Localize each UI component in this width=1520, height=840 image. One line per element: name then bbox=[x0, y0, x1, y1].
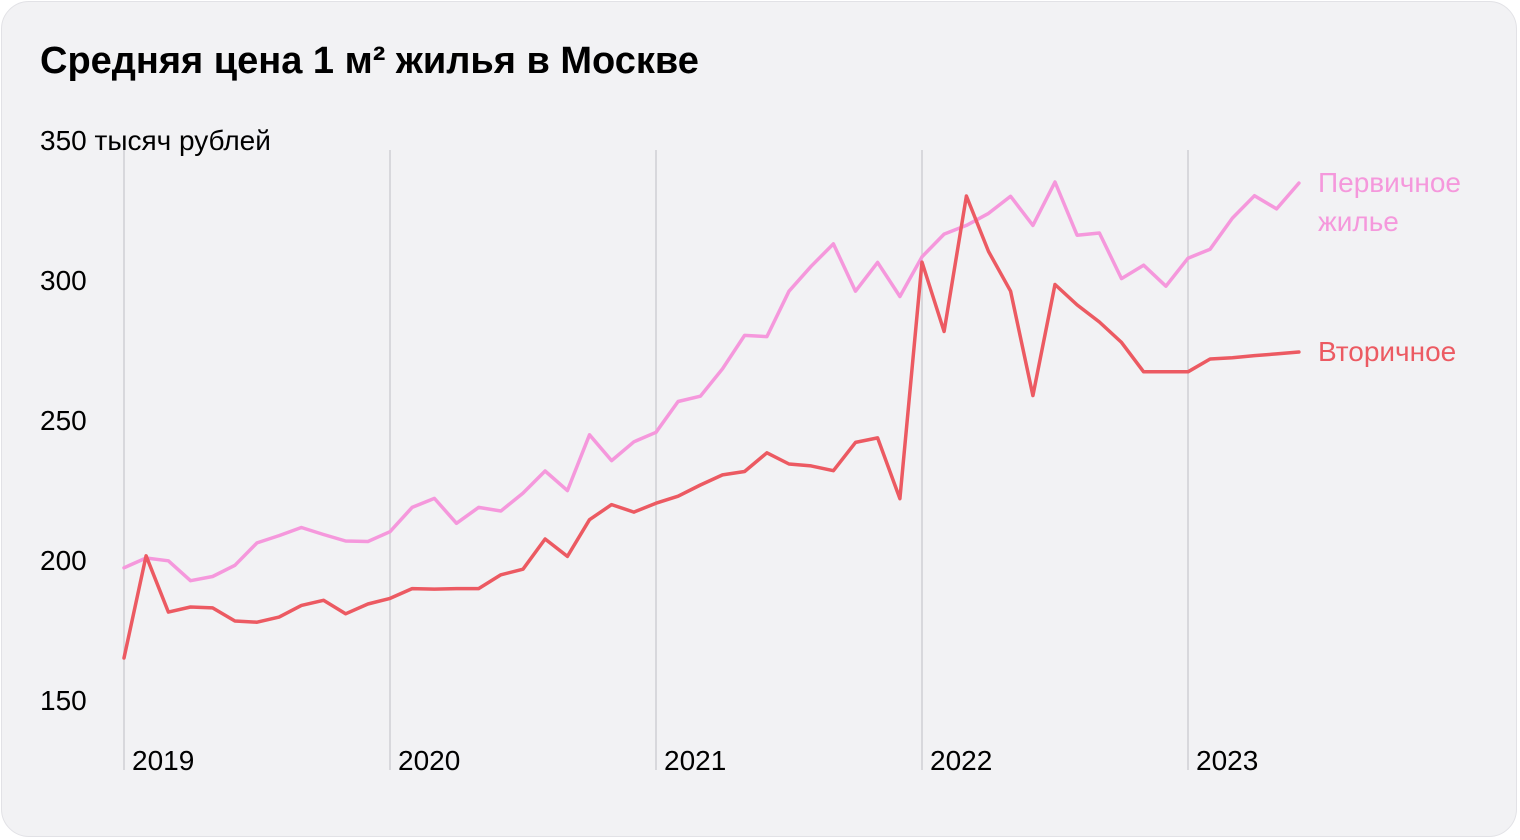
legend-primary: Первичное жилье bbox=[1318, 167, 1461, 237]
series-line-primary bbox=[122, 180, 1301, 583]
y-tick-label: 150 bbox=[40, 685, 87, 716]
series-line-secondary bbox=[122, 194, 1301, 660]
x-axis: 2019 2020 2021 2022 2023 bbox=[132, 745, 1258, 776]
series-labels: Первичное жилье Вторичное bbox=[1318, 167, 1461, 367]
gridlines bbox=[123, 150, 1189, 770]
legend-secondary: Вторичное bbox=[1318, 336, 1456, 367]
chart-title: Средняя цена 1 м² жилья в Москве bbox=[40, 40, 699, 82]
y-axis: 350 тысяч рублей 300 250 200 150 bbox=[40, 125, 271, 716]
x-tick-label: 2019 bbox=[132, 745, 194, 776]
y-tick-label: 300 bbox=[40, 265, 87, 296]
series-lines bbox=[122, 180, 1301, 660]
x-tick-label: 2022 bbox=[930, 745, 992, 776]
y-tick-label: 200 bbox=[40, 545, 87, 576]
y-tick-label: 250 bbox=[40, 405, 87, 436]
x-tick-label: 2023 bbox=[1196, 745, 1258, 776]
x-tick-label: 2021 bbox=[664, 745, 726, 776]
x-tick-label: 2020 bbox=[398, 745, 460, 776]
y-tick-label: 350 тысяч рублей bbox=[40, 125, 271, 156]
